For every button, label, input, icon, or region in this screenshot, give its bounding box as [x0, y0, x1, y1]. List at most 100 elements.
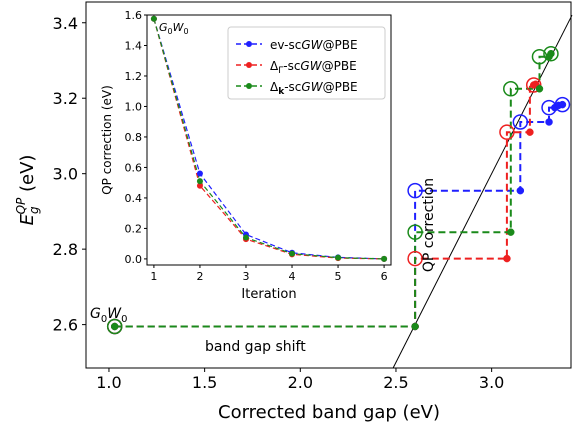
legend-suffix: @PBE: [323, 80, 358, 94]
series-point-1-2: [503, 254, 511, 263]
series-point-2-3: [535, 85, 544, 93]
inset-y-tick-label: 0.2: [125, 222, 143, 235]
y-axis-label-sup: QP: [14, 197, 28, 214]
legend-mid: -sc: [284, 80, 301, 94]
inset-point-2-0: [150, 15, 157, 22]
legend-suffix: @PBE: [322, 59, 357, 73]
inset-x-tick-label: 3: [242, 270, 249, 283]
legend-prefix: Δ: [270, 59, 279, 73]
series-ring-1-3: [525, 77, 542, 93]
g0w0-annotation: G0W0: [90, 306, 127, 325]
inset-point-0-1: [196, 170, 203, 177]
legend-prefix: Δ: [270, 80, 279, 94]
inset-series-path-2: [153, 18, 385, 260]
series-path-2: [114, 53, 550, 328]
qp-correction-annotation: QP correction: [421, 178, 437, 272]
main-chart: 1.0 1.5 2.0 2.5 3.0 2.6 2.8 3.0 3.2 3.4 Corrected …: [14, 1, 573, 423]
inset-title-w: W: [173, 21, 185, 34]
y-tick-label: 2.6: [53, 316, 78, 335]
inset-title-g: G: [159, 21, 168, 34]
x-tick-label: 2.5: [383, 373, 408, 392]
series-ring-0-1: [407, 182, 423, 199]
inset-y-tick-label: 0.6: [125, 161, 143, 174]
inset-x-tick-label: 5: [335, 270, 342, 283]
legend-label-1: ΔΓ-scGW@PBE: [270, 59, 357, 76]
x-tick-label: 2.0: [288, 373, 313, 392]
inset-title: G0W0: [159, 21, 189, 36]
x-tick-label: 1.0: [96, 373, 121, 392]
inset-x-tick-label: 2: [196, 270, 203, 283]
legend-prefix: ev-sc: [270, 38, 301, 52]
inset-point-1-1: [196, 182, 203, 189]
main-axes-frame: [85, 1, 572, 369]
y-axis-label-main: E: [17, 213, 38, 225]
inset-x-tick-label: 4: [289, 270, 296, 283]
inset-point-2-1: [196, 178, 203, 185]
series-point-1-3: [526, 128, 534, 136]
legend-mid: -sc: [283, 59, 300, 73]
series-ring-2-1: [407, 224, 423, 240]
diagonal-line: [392, 14, 573, 369]
band-gap-shift-annotation: band gap shift: [205, 339, 306, 355]
inset-point-2-5: [381, 255, 388, 262]
legend-marker-0: [246, 41, 252, 47]
legend-em: GW: [301, 80, 323, 94]
series-ring-2-0: [106, 318, 123, 335]
inset-x-tick-label: 1: [150, 270, 157, 283]
inset-title-sub2: 0: [184, 27, 189, 36]
inset-point-2-4: [335, 254, 342, 261]
series-point-2-0: [110, 322, 119, 331]
g0w0-w: W: [107, 306, 122, 322]
series-point-2-1: [411, 322, 419, 331]
series-ring-2-2: [503, 81, 519, 97]
y-tick-label: 3.0: [53, 165, 78, 184]
series-point-0-2: [516, 186, 525, 195]
y-axis-label-unit: (eV): [17, 155, 38, 198]
inset-x-axis-label: Iteration: [241, 287, 296, 302]
inset-y-tick-label: 1.4: [125, 39, 143, 52]
series-ring-2-4: [543, 45, 559, 62]
legend-em: GW: [300, 59, 322, 73]
x-tick-label: 3.0: [479, 373, 504, 392]
series-point-2-2: [507, 228, 515, 236]
inset-y-tick-label: 0.8: [125, 131, 143, 144]
inset-axes-frame: [146, 14, 392, 266]
inset-y-tick-label: 1.0: [125, 100, 143, 113]
series-ring-1-2: [499, 124, 515, 140]
series-ring-0-2: [512, 114, 529, 130]
series-point-0-6: [558, 100, 567, 109]
legend-marker-1: [246, 62, 252, 68]
g0w0-sub1: 0: [101, 314, 107, 325]
g0w0-g: G: [90, 306, 101, 322]
x-axis-label: Corrected band gap (eV): [218, 402, 440, 423]
legend-box: [227, 26, 386, 100]
y-axis-label: EgQP (eV): [14, 155, 41, 226]
inset-chart: 1 2 3 4 5 6 0.0 0.2 0.4 0.6 0.8 1.0 1.2 1.4 1.6 Iterati…: [98, 8, 396, 304]
legend-sub: k: [278, 87, 285, 97]
inset-y-axis-label: QP correction (eV): [100, 85, 114, 195]
y-tick-label: 2.8: [53, 240, 78, 259]
legend-marker-2: [246, 83, 252, 89]
inset-title-sub1: 0: [168, 27, 173, 36]
inset-y-tick-label: 0.4: [125, 192, 143, 205]
inset-point-2-3: [289, 250, 296, 257]
inset-y-tick-label: 0.0: [125, 253, 143, 266]
legend-em: GW: [301, 38, 323, 52]
legend-suffix: @PBE: [323, 38, 358, 52]
series-point-2-5: [547, 49, 555, 58]
y-tick-label: 3.2: [53, 89, 78, 108]
inset-x-tick-label: 6: [381, 270, 388, 283]
series-ring-1-1: [407, 250, 423, 267]
inset-point-2-2: [242, 234, 249, 241]
y-axis-label-sub: g: [27, 206, 41, 214]
inset-y-tick-label: 1.2: [125, 70, 143, 83]
legend-label-2: Δk-scGW@PBE: [270, 80, 358, 97]
y-tick-label: 3.4: [53, 14, 78, 33]
inset-y-tick-label: 1.6: [125, 9, 143, 22]
legend-sub: Γ: [278, 66, 283, 76]
x-tick-label: 1.5: [192, 373, 217, 392]
series-point-0-3: [545, 118, 553, 126]
g0w0-sub2: 0: [121, 314, 127, 325]
